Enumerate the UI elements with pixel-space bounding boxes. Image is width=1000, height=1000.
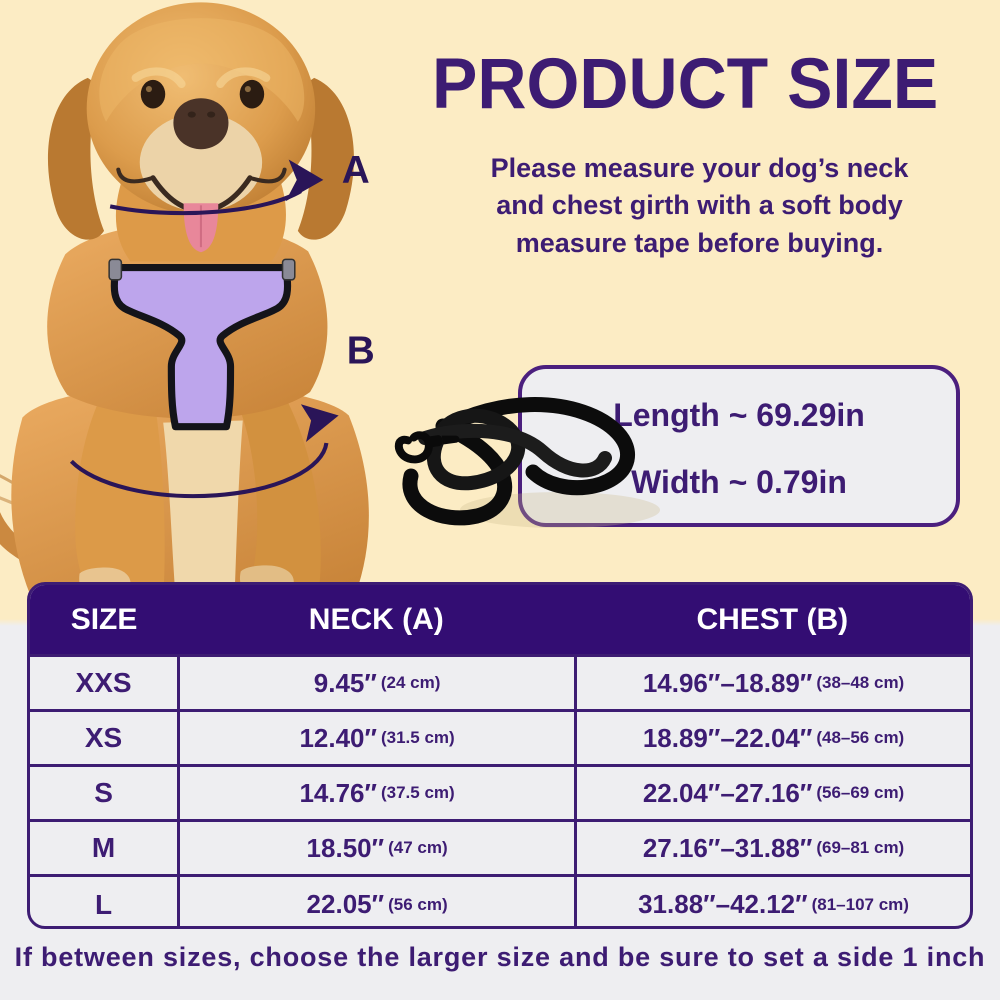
svg-text:B: B <box>347 329 375 372</box>
svg-text:A: A <box>342 149 370 192</box>
